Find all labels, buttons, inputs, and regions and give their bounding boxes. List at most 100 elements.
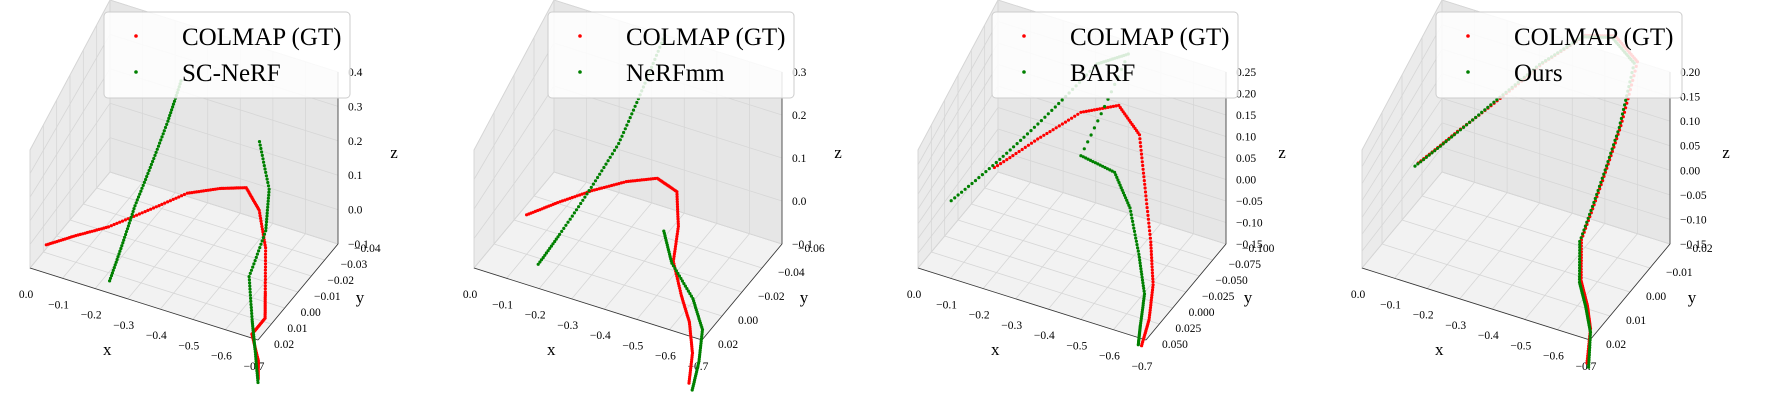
data-point <box>254 357 258 361</box>
subplot-3: 0.0−0.1−0.2−0.3−0.4−0.5−0.6−0.7x−0.100−0… <box>907 0 1286 373</box>
data-point <box>1139 152 1144 156</box>
data-point <box>541 256 545 260</box>
grid-line <box>1361 0 1443 151</box>
data-point <box>1005 158 1009 162</box>
data-point <box>1076 112 1080 116</box>
data-point <box>151 206 156 210</box>
data-point <box>259 242 263 246</box>
data-point <box>1008 148 1012 152</box>
data-point <box>587 189 591 193</box>
data-point <box>1151 280 1155 284</box>
data-point <box>1144 194 1148 198</box>
data-point <box>135 213 139 217</box>
data-point <box>1441 142 1445 146</box>
data-point <box>1096 119 1100 123</box>
data-point <box>135 198 139 202</box>
data-point <box>132 207 136 211</box>
grid-line <box>96 187 325 261</box>
data-point <box>264 220 269 224</box>
data-point <box>122 238 126 242</box>
data-point <box>160 202 164 206</box>
data-point <box>1612 143 1616 147</box>
x-tick-label: 0.0 <box>463 289 478 301</box>
data-point <box>1141 163 1145 168</box>
data-point <box>600 169 604 173</box>
data-point <box>966 184 971 188</box>
data-point <box>263 287 267 291</box>
data-point <box>1147 315 1151 320</box>
grid-line <box>1441 171 1671 245</box>
grid-line <box>29 137 111 245</box>
data-point <box>1620 112 1625 116</box>
data-point <box>148 165 152 170</box>
data-point <box>1141 281 1145 285</box>
z-axis-label: z <box>1278 143 1286 162</box>
y-tick-label: 0.02 <box>1606 339 1626 351</box>
legend-box <box>991 11 1239 99</box>
grid-line <box>109 137 339 210</box>
data-point <box>1092 108 1096 112</box>
data-point <box>263 281 267 285</box>
z-tick-label: 0.10 <box>1680 116 1700 128</box>
z-tick-label: 0.3 <box>792 67 807 79</box>
data-point <box>120 219 125 223</box>
data-point <box>1098 107 1102 111</box>
data-point <box>1042 133 1046 137</box>
data-point <box>137 212 141 216</box>
data-point <box>977 176 981 180</box>
data-point <box>1137 252 1141 256</box>
data-point <box>622 130 626 135</box>
data-point <box>688 292 692 296</box>
data-point <box>151 159 155 164</box>
data-point <box>1619 116 1623 121</box>
data-point <box>1438 144 1442 148</box>
data-point <box>1148 229 1152 233</box>
x-tick-label: −0.2 <box>1413 310 1434 322</box>
legend-marker <box>134 34 138 38</box>
data-point <box>263 240 267 245</box>
data-point <box>260 227 264 231</box>
data-point <box>1140 275 1144 279</box>
data-point <box>1624 98 1628 102</box>
data-point <box>675 237 679 241</box>
grid-line <box>984 187 1213 261</box>
x-tick-label: −0.4 <box>1034 330 1055 342</box>
data-point <box>1106 105 1110 109</box>
data-point <box>1149 298 1153 302</box>
data-point <box>265 217 269 221</box>
data-point <box>260 224 264 229</box>
data-point <box>259 146 263 151</box>
data-point <box>1087 109 1091 113</box>
data-point <box>1136 343 1140 347</box>
data-point <box>264 229 268 233</box>
data-point <box>560 229 564 233</box>
data-point <box>675 274 679 278</box>
data-point <box>1119 186 1123 190</box>
data-point <box>1147 221 1151 225</box>
data-point <box>154 205 158 209</box>
data-point <box>166 200 170 204</box>
data-point <box>258 246 262 250</box>
data-point <box>1118 183 1122 187</box>
data-point <box>1588 330 1593 334</box>
data-point <box>608 155 612 159</box>
data-point <box>1134 236 1138 240</box>
data-point <box>1057 124 1061 128</box>
z-axis-label: z <box>390 143 398 162</box>
data-point <box>980 173 985 177</box>
data-point <box>1136 246 1140 250</box>
data-point <box>998 157 1002 161</box>
data-point <box>1151 277 1155 281</box>
data-point <box>1602 172 1606 176</box>
data-point <box>602 165 606 170</box>
data-point <box>90 229 94 233</box>
z-tick-label: 0.00 <box>1680 165 1700 177</box>
data-point <box>248 271 252 275</box>
data-point <box>1578 254 1582 258</box>
data-point <box>1079 110 1083 114</box>
data-point <box>1131 219 1135 223</box>
data-point <box>260 153 264 157</box>
x-axis-label: x <box>1435 340 1444 359</box>
data-point <box>97 227 101 231</box>
data-point <box>1141 167 1145 171</box>
